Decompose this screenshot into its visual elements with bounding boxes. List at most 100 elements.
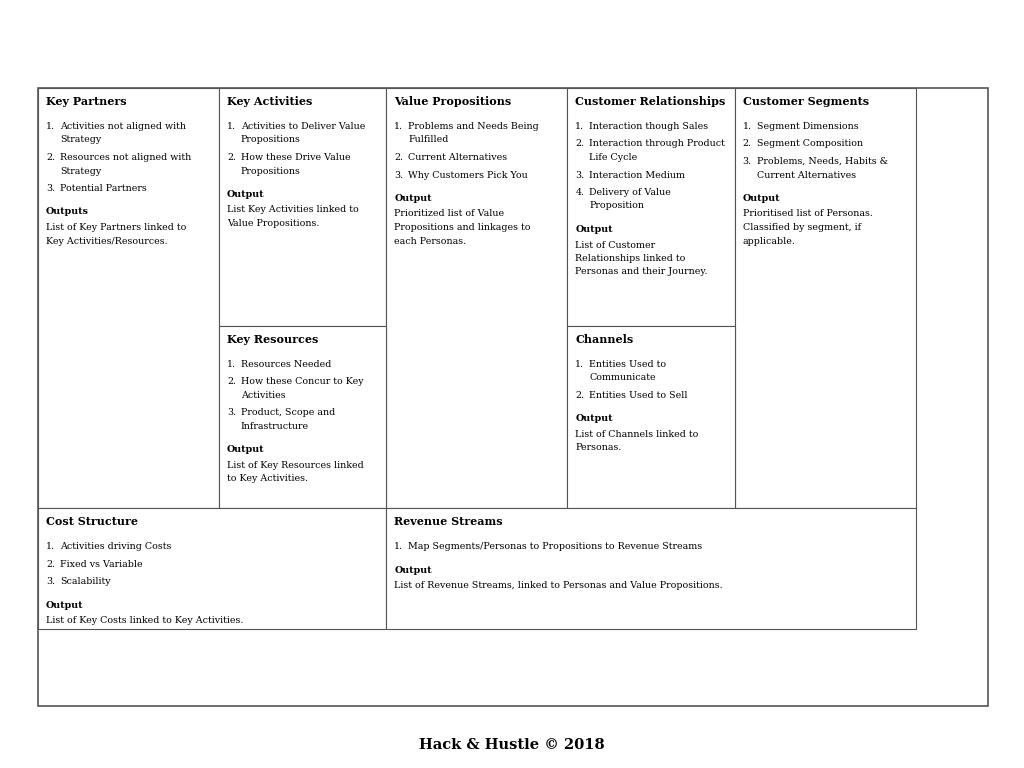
Text: Customer Segments: Customer Segments	[742, 96, 868, 107]
Text: Map Segments/Personas to Propositions to Revenue Streams: Map Segments/Personas to Propositions to…	[409, 542, 702, 551]
Text: Hack & Hustle © 2018: Hack & Hustle © 2018	[419, 738, 605, 752]
Text: 3.: 3.	[46, 184, 55, 193]
Text: Life Cycle: Life Cycle	[590, 153, 638, 162]
Text: Classified by segment, if: Classified by segment, if	[742, 223, 861, 232]
Text: Output: Output	[742, 194, 780, 203]
Text: Communicate: Communicate	[590, 373, 656, 382]
Text: 2.: 2.	[46, 153, 55, 162]
Text: 1.: 1.	[394, 122, 403, 131]
Text: Segment Composition: Segment Composition	[757, 140, 863, 148]
Text: to Key Activities.: to Key Activities.	[227, 475, 308, 483]
Text: Outputs: Outputs	[46, 207, 89, 217]
Text: Potential Partners: Potential Partners	[60, 184, 146, 193]
Bar	[38, 88, 219, 508]
Text: Output: Output	[46, 601, 84, 610]
Text: Prioritised list of Personas.: Prioritised list of Personas.	[742, 210, 872, 219]
Text: Delivery of Value: Delivery of Value	[590, 188, 671, 197]
Text: 2.: 2.	[227, 153, 236, 162]
Text: 2.: 2.	[394, 153, 403, 162]
Text: Value Propositions: Value Propositions	[394, 96, 512, 107]
Text: Entities Used to: Entities Used to	[590, 360, 667, 369]
Text: 1.: 1.	[227, 122, 236, 131]
Text: Problems, Needs, Habits &: Problems, Needs, Habits &	[757, 157, 888, 166]
Text: Activities: Activities	[241, 391, 286, 400]
Text: 2.: 2.	[575, 140, 585, 148]
Text: 3.: 3.	[394, 170, 403, 180]
Bar	[567, 88, 735, 326]
Bar	[386, 88, 567, 508]
Text: Propositions: Propositions	[241, 167, 301, 176]
Bar	[219, 88, 386, 326]
Text: Current Alternatives: Current Alternatives	[757, 170, 856, 180]
Bar	[38, 508, 386, 629]
Text: 3.: 3.	[742, 157, 752, 166]
Bar	[735, 88, 915, 508]
Text: Resources Needed: Resources Needed	[241, 360, 332, 369]
Text: Output: Output	[227, 190, 264, 199]
Text: Value Propositions.: Value Propositions.	[227, 219, 319, 228]
Text: Activities driving Costs: Activities driving Costs	[60, 542, 171, 551]
Text: Strategy: Strategy	[60, 167, 101, 176]
Text: Propositions: Propositions	[241, 135, 301, 144]
Text: Output: Output	[394, 566, 432, 574]
Text: List of Key Partners linked to: List of Key Partners linked to	[46, 223, 186, 232]
Bar	[386, 508, 915, 629]
Text: Cost Structure: Cost Structure	[46, 516, 138, 528]
Text: 2.: 2.	[742, 140, 752, 148]
Text: Propositions and linkages to: Propositions and linkages to	[394, 223, 530, 232]
Text: 4.: 4.	[575, 188, 585, 197]
Text: Personas and their Journey.: Personas and their Journey.	[575, 267, 708, 276]
Text: Product, Scope and: Product, Scope and	[241, 409, 335, 418]
Text: 1.: 1.	[575, 122, 585, 131]
Text: Why Customers Pick You: Why Customers Pick You	[409, 170, 528, 180]
Text: Channels: Channels	[575, 334, 634, 345]
Text: How these Concur to Key: How these Concur to Key	[241, 377, 364, 386]
Text: Proposition: Proposition	[590, 201, 644, 210]
Text: Strategy: Strategy	[60, 135, 101, 144]
Text: List of Revenue Streams, linked to Personas and Value Propositions.: List of Revenue Streams, linked to Perso…	[394, 581, 723, 591]
Text: 2.: 2.	[46, 560, 55, 569]
Bar	[38, 88, 988, 706]
Bar	[567, 326, 735, 508]
Text: Fixed vs Variable: Fixed vs Variable	[60, 560, 142, 569]
Text: 3.: 3.	[46, 578, 55, 586]
Text: Activities not aligned with: Activities not aligned with	[60, 122, 186, 131]
Text: Output: Output	[394, 194, 432, 203]
Text: Key Partners: Key Partners	[46, 96, 127, 107]
Text: Personas.: Personas.	[575, 443, 622, 452]
Text: 1.: 1.	[394, 542, 403, 551]
Text: List Key Activities linked to: List Key Activities linked to	[227, 206, 358, 214]
Text: Problems and Needs Being: Problems and Needs Being	[409, 122, 539, 131]
Text: Revenue Streams: Revenue Streams	[394, 516, 503, 528]
Text: Relationships linked to: Relationships linked to	[575, 254, 686, 263]
Text: List of Customer: List of Customer	[575, 240, 655, 250]
Text: Customer Relationships: Customer Relationships	[575, 96, 726, 107]
Text: List of Key Costs linked to Key Activities.: List of Key Costs linked to Key Activiti…	[46, 616, 244, 625]
Text: applicable.: applicable.	[742, 237, 796, 246]
Text: 1.: 1.	[575, 360, 585, 369]
Text: 2.: 2.	[575, 391, 585, 400]
Text: Output: Output	[575, 415, 613, 423]
Text: each Personas.: each Personas.	[394, 237, 467, 246]
Text: Interaction Medium: Interaction Medium	[590, 170, 685, 180]
Text: Key Activities/Resources.: Key Activities/Resources.	[46, 237, 168, 246]
Text: 3.: 3.	[575, 170, 585, 180]
Text: 3.: 3.	[227, 409, 237, 418]
Text: Activities to Deliver Value: Activities to Deliver Value	[241, 122, 366, 131]
Text: List of Channels linked to: List of Channels linked to	[575, 430, 698, 439]
Text: Output: Output	[227, 445, 264, 455]
Text: 2.: 2.	[227, 377, 236, 386]
Text: Output: Output	[575, 225, 613, 234]
Text: Key Resources: Key Resources	[227, 334, 318, 345]
Text: Interaction through Product: Interaction through Product	[590, 140, 725, 148]
Text: Key Activities: Key Activities	[227, 96, 312, 107]
Text: Segment Dimensions: Segment Dimensions	[757, 122, 858, 131]
Bar	[219, 326, 386, 508]
Text: Scalability: Scalability	[60, 578, 111, 586]
Text: Prioritized list of Value: Prioritized list of Value	[394, 210, 505, 219]
Text: Resources not aligned with: Resources not aligned with	[60, 153, 191, 162]
Text: 1.: 1.	[227, 360, 236, 369]
Text: How these Drive Value: How these Drive Value	[241, 153, 350, 162]
Text: Infrastructure: Infrastructure	[241, 422, 309, 431]
Text: List of Key Resources linked: List of Key Resources linked	[227, 461, 364, 470]
